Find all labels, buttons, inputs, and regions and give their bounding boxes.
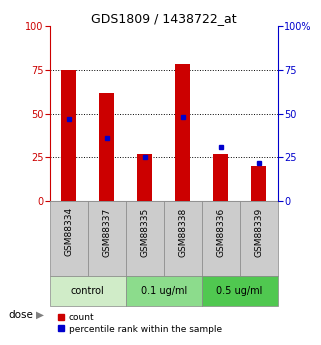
- Text: control: control: [71, 286, 105, 296]
- Bar: [50, 201, 88, 276]
- Bar: [164, 201, 202, 276]
- Text: GSM88336: GSM88336: [216, 207, 225, 257]
- Title: GDS1809 / 1438722_at: GDS1809 / 1438722_at: [91, 12, 237, 25]
- Text: ▶: ▶: [36, 310, 44, 320]
- Bar: [137, 154, 152, 201]
- Bar: [240, 201, 278, 276]
- Bar: [99, 92, 114, 201]
- Text: 0.5 ug/ml: 0.5 ug/ml: [216, 286, 263, 296]
- Bar: [61, 70, 76, 201]
- Bar: [175, 65, 190, 201]
- Bar: [202, 276, 278, 306]
- Text: dose: dose: [9, 310, 34, 320]
- Bar: [50, 276, 126, 306]
- Text: 0.1 ug/ml: 0.1 ug/ml: [141, 286, 187, 296]
- Text: GSM88334: GSM88334: [64, 207, 73, 256]
- Bar: [88, 201, 126, 276]
- Legend: count, percentile rank within the sample: count, percentile rank within the sample: [54, 309, 225, 337]
- Bar: [202, 201, 240, 276]
- Bar: [126, 276, 202, 306]
- Bar: [126, 201, 164, 276]
- Bar: [251, 166, 266, 201]
- Text: GSM88338: GSM88338: [178, 207, 187, 257]
- Bar: [213, 154, 228, 201]
- Text: GSM88335: GSM88335: [140, 207, 149, 257]
- Text: GSM88339: GSM88339: [254, 207, 263, 257]
- Text: GSM88337: GSM88337: [102, 207, 111, 257]
